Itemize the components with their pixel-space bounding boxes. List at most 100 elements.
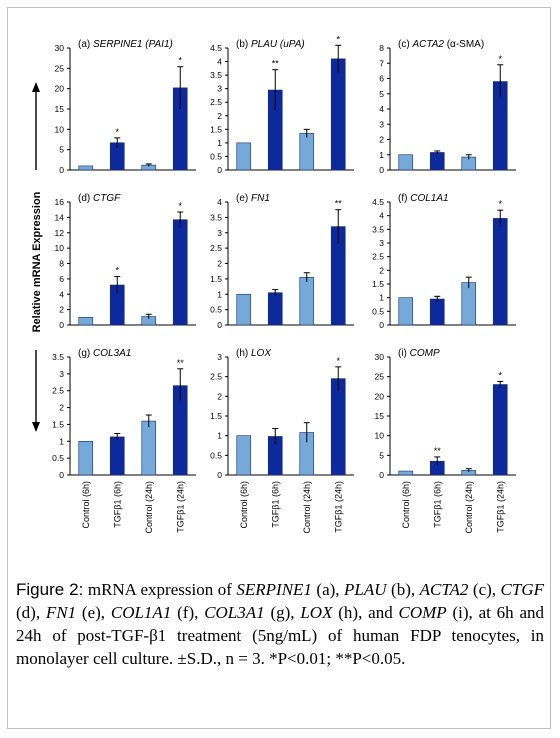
y-tick-label: 3 — [379, 119, 384, 129]
chart-title-gene: LOX — [251, 348, 271, 359]
y-tick-label: 3.5 — [210, 70, 222, 80]
y-tick-label: 4 — [379, 211, 384, 221]
bar — [236, 435, 252, 476]
chart-title-prefix: (b) — [236, 39, 251, 50]
category-label: Control (24h) — [144, 481, 154, 534]
caption-part: COMP — [398, 603, 447, 622]
chart-title-gene: COMP — [410, 348, 440, 359]
chart-title: (d) CTGF — [78, 193, 121, 204]
y-tick-label: 3 — [59, 369, 64, 379]
caption-part: COL1A1 — [110, 603, 172, 622]
bar — [330, 378, 346, 476]
y-tick-label: 1 — [59, 436, 64, 446]
bar — [172, 219, 188, 326]
significance-marker: * — [336, 34, 340, 44]
bar — [109, 436, 125, 476]
y-tick-label: 0.5 — [210, 450, 222, 460]
down-arrow-head — [32, 422, 40, 432]
chart-panel: 0 0.5 1 1.5 2 2.5 3 3.5 (g) COL3A1 ** Control (6h)… — [52, 348, 196, 534]
y-tick-label: 1 — [379, 293, 384, 303]
caption-part: SERPINE1 — [236, 580, 312, 599]
chart-title: (a) SERPINE1 (PAI1) — [78, 39, 173, 50]
y-tick-label: 0 — [59, 165, 64, 175]
y-tick-label: 4.5 — [210, 43, 222, 53]
y-tick-label: 8 — [379, 43, 384, 53]
y-tick-label: 1.5 — [372, 279, 384, 289]
significance-marker: * — [115, 266, 119, 276]
category-label: Control (24h) — [464, 481, 474, 534]
caption-part: CTGF — [500, 580, 544, 599]
chart-title: (b) PLAU (uPA) — [236, 39, 305, 50]
y-tick-label: 1.5 — [210, 411, 222, 421]
chart-title-prefix: (a) — [78, 39, 93, 50]
significance-marker: ** — [272, 59, 280, 69]
significance-marker: ** — [177, 358, 185, 368]
y-tick-label: 5 — [379, 450, 384, 460]
category-label: Control (24h) — [302, 481, 312, 534]
chart-title-gene: ACTA2 — [411, 39, 444, 50]
y-tick-label: 2.5 — [210, 243, 222, 253]
y-tick-label: 0.5 — [210, 305, 222, 315]
y-tick-label: 0 — [217, 470, 222, 480]
y-tick-label: 2 — [217, 259, 222, 269]
bar — [398, 470, 414, 476]
caption-part: FN1 — [45, 603, 77, 622]
chart-panel: 0 0.5 1 1.5 2 2.5 3 3.5 4 4.5 (f) COL1A1 * — [372, 193, 516, 330]
chart-title-gene: COL3A1 — [93, 348, 131, 359]
bar — [236, 293, 252, 326]
caption-part: (g), — [264, 603, 301, 622]
category-label: Control (6h) — [81, 481, 91, 529]
chart-title-prefix: (i) — [398, 348, 410, 359]
y-tick-label: 1.5 — [52, 419, 64, 429]
significance-marker: ** — [335, 199, 343, 209]
significance-marker: * — [498, 54, 502, 64]
y-tick-label: 7 — [379, 58, 384, 68]
y-tick-label: 2 — [59, 403, 64, 413]
bar — [398, 154, 414, 171]
y-tick-label: 0 — [379, 470, 384, 480]
y-tick-label: 3.5 — [372, 224, 384, 234]
significance-marker: * — [178, 201, 182, 211]
y-tick-label: 30 — [375, 352, 385, 362]
chart-title-prefix: (d) — [78, 193, 93, 204]
y-tick-label: 2 — [379, 265, 384, 275]
y-tick-label: 10 — [55, 243, 65, 253]
y-tick-label: 12 — [55, 228, 65, 238]
chart-title-prefix: (g) — [78, 348, 93, 359]
y-tick-label: 6 — [59, 274, 64, 284]
caption-part: mRNA expression of — [83, 580, 237, 599]
chart-panel: 0 1 2 3 4 5 6 7 8 (c) ACTA2 (α-SMA) * — [379, 39, 516, 175]
category-label: TGFβ1 (6h) — [112, 481, 122, 528]
y-tick-label: 5 — [379, 89, 384, 99]
caption-part: (b), — [386, 580, 420, 599]
y-tick-label: 0 — [217, 320, 222, 330]
chart-panel: 0 2 4 6 8 10 12 14 16 (d) CTGF * * — [55, 193, 196, 330]
caption-label: Figure 2: — [16, 580, 84, 599]
chart-title: (f) COL1A1 — [398, 193, 449, 204]
caption-body: mRNA expression of SERPINE1 (a), PLAU (b… — [16, 580, 544, 668]
y-tick-label: 16 — [55, 197, 65, 207]
y-tick-label: 4 — [217, 57, 222, 67]
y-tick-label: 4 — [217, 197, 222, 207]
bar — [78, 317, 94, 326]
y-tick-label: 3.5 — [52, 352, 64, 362]
y-tick-label: 2 — [217, 391, 222, 401]
y-tick-label: 1 — [379, 150, 384, 160]
y-tick-label: 0 — [59, 320, 64, 330]
y-tick-label: 2.5 — [372, 252, 384, 262]
y-tick-label: 25 — [375, 372, 385, 382]
bar — [267, 292, 283, 326]
y-tick-label: 3.5 — [210, 212, 222, 222]
caption-part: (a), — [311, 580, 345, 599]
significance-marker: * — [178, 56, 182, 66]
y-tick-label: 3 — [217, 84, 222, 94]
caption-part: (c), — [468, 580, 501, 599]
category-label: Control (6h) — [239, 481, 249, 529]
chart-title-prefix: (f) — [398, 193, 410, 204]
bar — [492, 218, 508, 326]
bar — [299, 133, 315, 171]
caption-part: (d), — [16, 603, 46, 622]
bar — [330, 58, 346, 171]
chart-title: (e) FN1 — [236, 193, 270, 204]
